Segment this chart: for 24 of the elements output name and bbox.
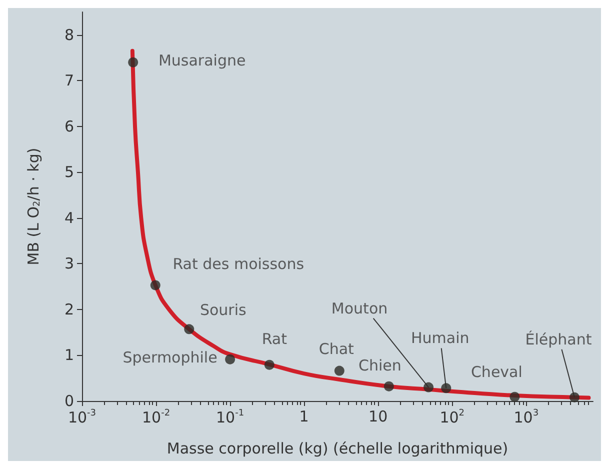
- data-label: Éléphant: [525, 330, 592, 348]
- data-label: Humain: [411, 329, 470, 348]
- y-tick-label: 0: [64, 392, 74, 410]
- y-tick-label: 5: [64, 163, 74, 182]
- x-axis-title: Masse corporelle (kg) (échelle logarithmique): [166, 440, 508, 458]
- data-label: Rat des moissons: [172, 255, 304, 274]
- x-tick-label: 1: [299, 408, 309, 426]
- data-label: Chat: [318, 340, 354, 358]
- data-label: Rat: [262, 330, 288, 348]
- data-label: Chien: [358, 356, 402, 374]
- y-tick-label: 8: [64, 26, 74, 44]
- y-tick-label: 4: [64, 208, 74, 227]
- y-axis-title: MB (L O2/h · kg): [24, 148, 42, 266]
- x-tick-label: 10: [368, 408, 388, 426]
- y-tick-label: 6: [64, 117, 74, 136]
- data-label: Cheval: [470, 362, 522, 381]
- y-tick-label: 2: [64, 300, 74, 318]
- y-tick-label: 1: [64, 346, 74, 364]
- data-label: Musaraigne: [158, 51, 246, 70]
- data-label: Mouton: [331, 299, 388, 318]
- y-tick-label: 3: [64, 254, 74, 273]
- y-tick-label: 7: [64, 72, 74, 90]
- data-label: Spermophile: [122, 348, 218, 366]
- data-label: Souris: [200, 301, 246, 320]
